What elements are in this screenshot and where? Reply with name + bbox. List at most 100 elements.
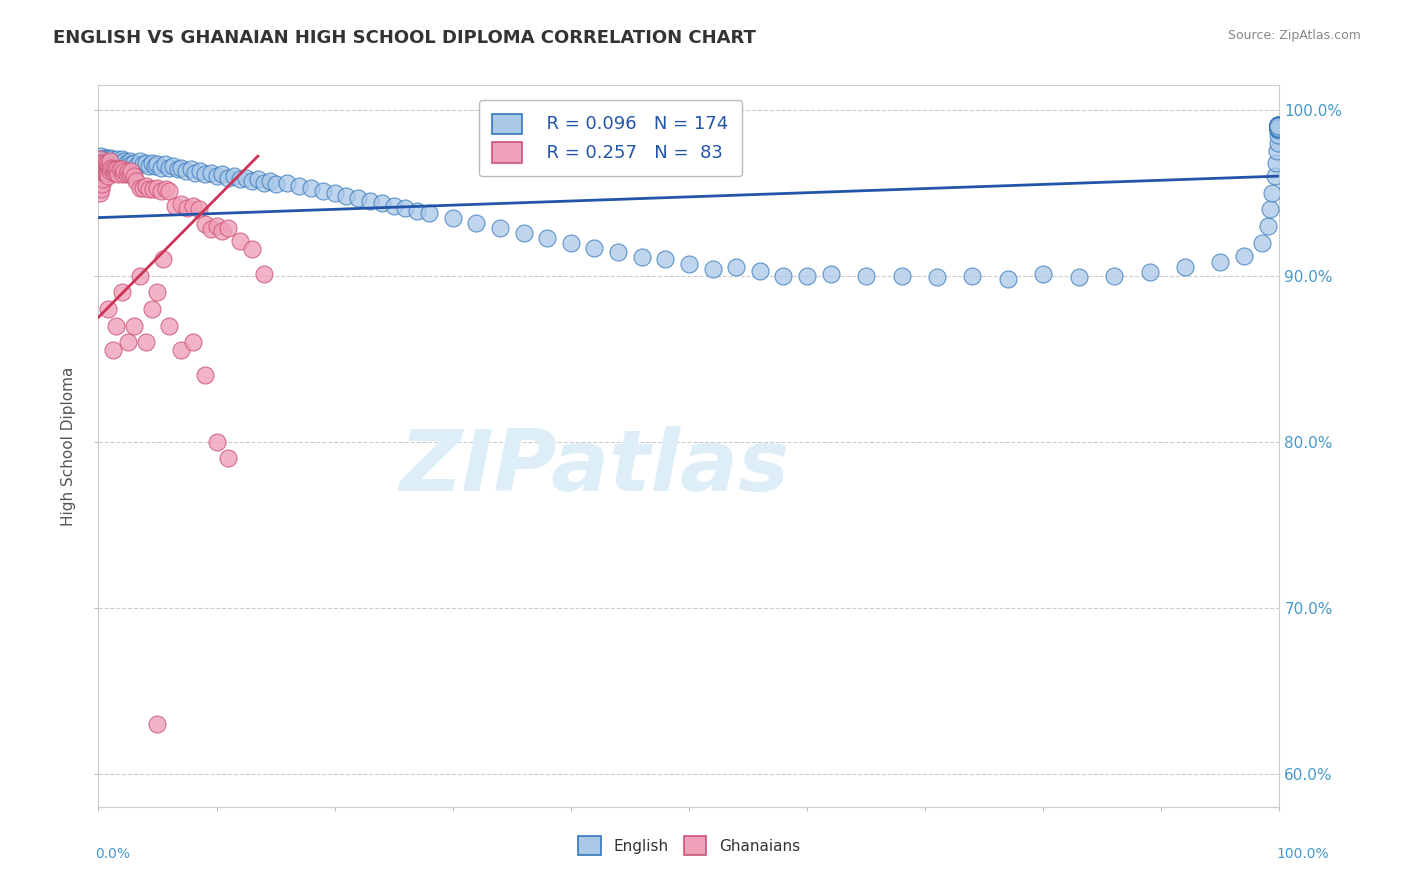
- Point: [108, 156, 131, 170]
- Point: [229, 234, 252, 248]
- Point: [1261, 186, 1284, 200]
- Point: [93, 166, 115, 180]
- Point: [89, 153, 111, 167]
- Point: [1067, 270, 1090, 285]
- Point: [103, 159, 125, 173]
- Point: [105, 153, 128, 167]
- Point: [1267, 120, 1289, 134]
- Point: [1267, 120, 1289, 134]
- Point: [91, 169, 114, 183]
- Point: [1267, 120, 1289, 134]
- Point: [132, 157, 155, 171]
- Point: [217, 220, 239, 235]
- Point: [1267, 120, 1289, 135]
- Point: [1267, 120, 1289, 134]
- Point: [91, 153, 114, 167]
- Point: [142, 182, 165, 196]
- Point: [1209, 255, 1232, 269]
- Point: [772, 268, 794, 283]
- Point: [997, 272, 1019, 286]
- Point: [347, 191, 370, 205]
- Point: [89, 178, 111, 192]
- Point: [101, 162, 124, 177]
- Point: [125, 174, 148, 188]
- Text: 0.0%: 0.0%: [96, 847, 131, 861]
- Point: [170, 197, 193, 211]
- Point: [100, 161, 122, 175]
- Point: [607, 245, 630, 260]
- Point: [98, 157, 121, 171]
- Point: [1267, 120, 1289, 134]
- Point: [98, 151, 121, 165]
- Point: [94, 159, 117, 173]
- Point: [101, 156, 124, 170]
- Point: [1139, 265, 1161, 279]
- Point: [181, 199, 204, 213]
- Point: [170, 343, 193, 358]
- Point: [748, 264, 770, 278]
- Point: [1267, 136, 1289, 150]
- Point: [91, 154, 114, 169]
- Point: [200, 222, 222, 236]
- Point: [96, 151, 118, 165]
- Point: [108, 162, 131, 177]
- Point: [98, 161, 121, 175]
- Point: [1267, 120, 1289, 135]
- Point: [1267, 120, 1289, 135]
- Point: [211, 224, 233, 238]
- Point: [143, 159, 166, 173]
- Point: [654, 252, 676, 267]
- Point: [153, 157, 176, 171]
- Point: [91, 172, 114, 186]
- Point: [174, 164, 197, 178]
- Point: [1267, 120, 1289, 135]
- Point: [96, 156, 118, 170]
- Text: 100.0%: 100.0%: [1277, 847, 1329, 861]
- Point: [187, 202, 209, 217]
- Point: [89, 161, 111, 175]
- Point: [91, 161, 114, 175]
- Point: [104, 154, 127, 169]
- Point: [1267, 120, 1289, 134]
- Point: [1267, 128, 1289, 142]
- Point: [1267, 120, 1289, 134]
- Point: [97, 301, 120, 316]
- Point: [194, 168, 217, 182]
- Point: [89, 169, 111, 183]
- Point: [1267, 120, 1289, 134]
- Point: [217, 170, 239, 185]
- Point: [246, 172, 269, 186]
- Point: [1267, 120, 1289, 135]
- Point: [288, 179, 311, 194]
- Point: [1267, 120, 1289, 135]
- Point: [104, 162, 127, 177]
- Point: [128, 180, 150, 194]
- Point: [135, 156, 157, 170]
- Point: [90, 174, 112, 188]
- Point: [406, 204, 429, 219]
- Point: [1267, 120, 1289, 135]
- Point: [138, 159, 160, 173]
- Point: [276, 176, 298, 190]
- Point: [962, 268, 984, 283]
- Point: [112, 154, 135, 169]
- Point: [489, 220, 512, 235]
- Point: [240, 242, 263, 256]
- Point: [205, 169, 228, 183]
- Point: [1267, 120, 1289, 135]
- Point: [91, 161, 114, 175]
- Text: ENGLISH VS GHANAIAN HIGH SCHOOL DIPLOMA CORRELATION CHART: ENGLISH VS GHANAIAN HIGH SCHOOL DIPLOMA …: [53, 29, 756, 46]
- Point: [117, 159, 139, 173]
- Point: [1267, 120, 1289, 134]
- Point: [90, 182, 112, 196]
- Point: [359, 194, 381, 208]
- Point: [1267, 120, 1289, 134]
- Point: [141, 301, 163, 316]
- Point: [1267, 120, 1289, 135]
- Point: [90, 156, 112, 170]
- Point: [194, 368, 217, 383]
- Point: [536, 230, 558, 244]
- Point: [90, 164, 112, 178]
- Point: [107, 157, 129, 171]
- Point: [211, 168, 233, 182]
